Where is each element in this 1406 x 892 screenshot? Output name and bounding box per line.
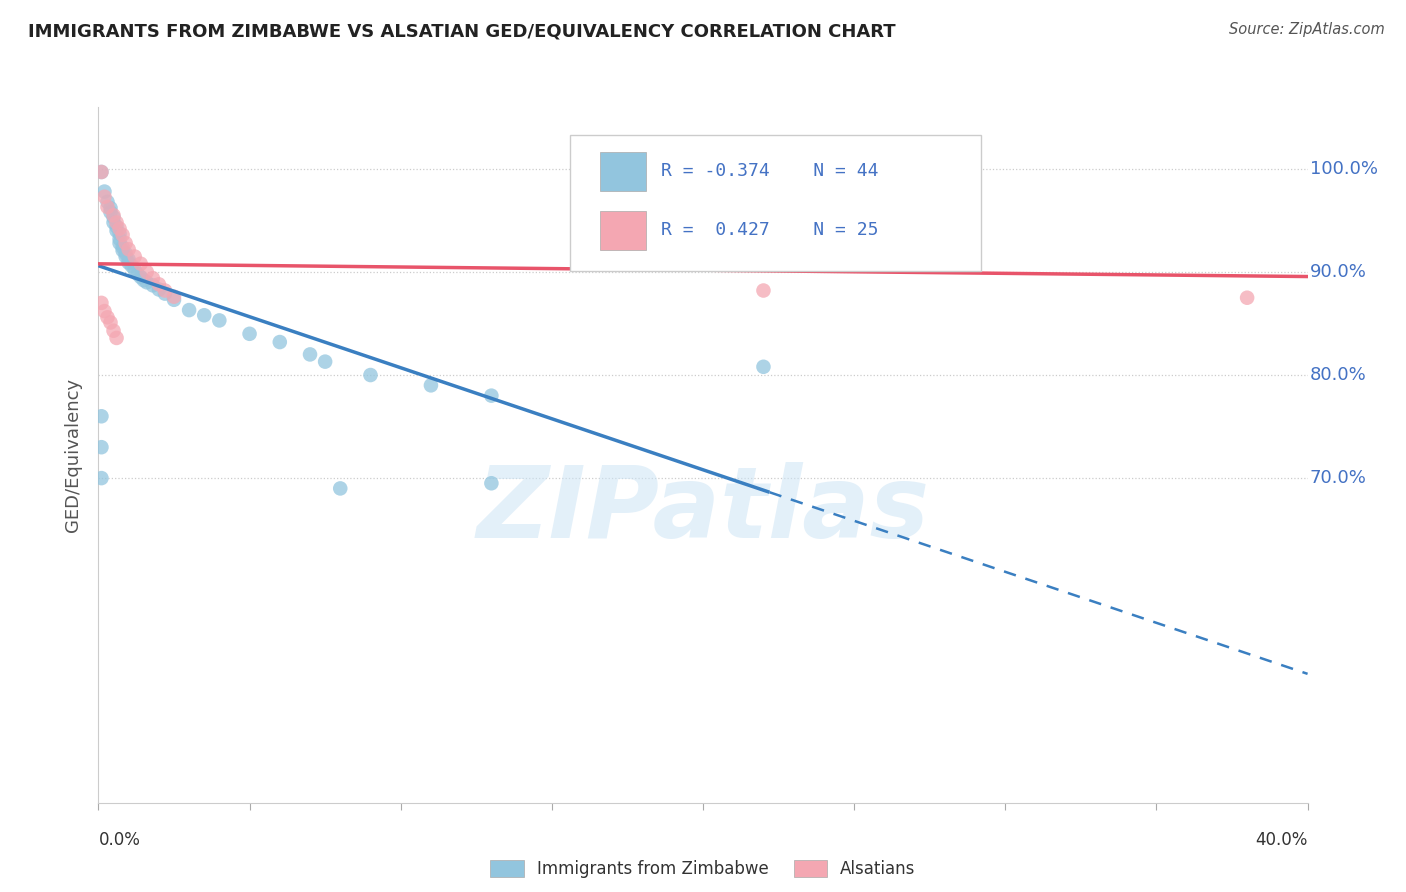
Point bbox=[103, 211, 125, 225]
Point bbox=[114, 250, 136, 264]
Point bbox=[148, 277, 170, 292]
Point bbox=[419, 378, 441, 392]
Point bbox=[142, 278, 165, 293]
Point bbox=[105, 331, 128, 345]
Point bbox=[111, 244, 134, 258]
Text: IMMIGRANTS FROM ZIMBABWE VS ALSATIAN GED/EQUIVALENCY CORRELATION CHART: IMMIGRANTS FROM ZIMBABWE VS ALSATIAN GED… bbox=[28, 22, 896, 40]
FancyBboxPatch shape bbox=[600, 153, 647, 191]
Point bbox=[103, 215, 125, 229]
Point bbox=[100, 205, 122, 219]
Point bbox=[118, 255, 141, 269]
Point bbox=[1236, 291, 1258, 305]
Point bbox=[105, 224, 128, 238]
Point bbox=[105, 219, 128, 234]
Point bbox=[114, 236, 136, 251]
FancyBboxPatch shape bbox=[600, 211, 647, 250]
Text: ZIPatlas: ZIPatlas bbox=[477, 462, 929, 559]
Point bbox=[148, 283, 170, 297]
Point bbox=[114, 246, 136, 260]
Point bbox=[193, 308, 215, 322]
Point bbox=[90, 165, 112, 179]
Text: 40.0%: 40.0% bbox=[1256, 830, 1308, 848]
Point bbox=[752, 359, 775, 374]
Point bbox=[163, 290, 186, 304]
Point bbox=[135, 275, 157, 289]
Point bbox=[239, 326, 262, 341]
Point bbox=[132, 273, 155, 287]
Point bbox=[481, 476, 503, 491]
Point bbox=[314, 354, 336, 368]
Legend: Immigrants from Zimbabwe, Alsatians: Immigrants from Zimbabwe, Alsatians bbox=[484, 854, 922, 885]
Point bbox=[108, 236, 131, 251]
Point bbox=[100, 201, 122, 215]
Point bbox=[208, 313, 231, 327]
Point bbox=[96, 194, 118, 209]
Point bbox=[360, 368, 382, 382]
Point bbox=[124, 250, 146, 264]
Point bbox=[121, 259, 143, 273]
Point bbox=[269, 334, 291, 349]
Point bbox=[163, 293, 186, 307]
Point bbox=[90, 165, 112, 179]
Text: 90.0%: 90.0% bbox=[1310, 263, 1367, 281]
Point bbox=[153, 284, 176, 298]
Point bbox=[127, 267, 149, 281]
Point bbox=[329, 482, 352, 496]
FancyBboxPatch shape bbox=[569, 135, 981, 270]
Point bbox=[752, 199, 775, 213]
Point bbox=[129, 257, 152, 271]
Point bbox=[752, 284, 775, 298]
Text: Source: ZipAtlas.com: Source: ZipAtlas.com bbox=[1229, 22, 1385, 37]
Point bbox=[108, 221, 131, 235]
Text: 100.0%: 100.0% bbox=[1310, 160, 1378, 178]
Text: R =  0.427    N = 25: R = 0.427 N = 25 bbox=[661, 221, 879, 239]
Point bbox=[90, 296, 112, 310]
Point bbox=[153, 286, 176, 301]
Point bbox=[105, 215, 128, 229]
Text: 70.0%: 70.0% bbox=[1310, 469, 1367, 487]
Point bbox=[93, 304, 115, 318]
Point bbox=[135, 265, 157, 279]
Point bbox=[111, 227, 134, 242]
Point bbox=[118, 242, 141, 256]
Text: 80.0%: 80.0% bbox=[1310, 366, 1367, 384]
Point bbox=[129, 270, 152, 285]
Point bbox=[96, 310, 118, 325]
Point bbox=[118, 252, 141, 267]
Point bbox=[96, 200, 118, 214]
Point bbox=[100, 316, 122, 330]
Point bbox=[481, 389, 503, 403]
Point bbox=[90, 409, 112, 424]
Point bbox=[142, 271, 165, 285]
Y-axis label: GED/Equivalency: GED/Equivalency bbox=[65, 378, 83, 532]
Point bbox=[111, 240, 134, 254]
Point bbox=[103, 324, 125, 338]
Point bbox=[90, 440, 112, 454]
Point bbox=[108, 232, 131, 246]
Text: R = -0.374    N = 44: R = -0.374 N = 44 bbox=[661, 162, 879, 180]
Point bbox=[299, 347, 322, 361]
Point bbox=[177, 303, 201, 318]
Text: 0.0%: 0.0% bbox=[98, 830, 141, 848]
Point bbox=[93, 185, 115, 199]
Point bbox=[93, 190, 115, 204]
Point bbox=[124, 263, 146, 277]
Point bbox=[90, 471, 112, 485]
Point bbox=[103, 208, 125, 222]
Point bbox=[108, 227, 131, 241]
